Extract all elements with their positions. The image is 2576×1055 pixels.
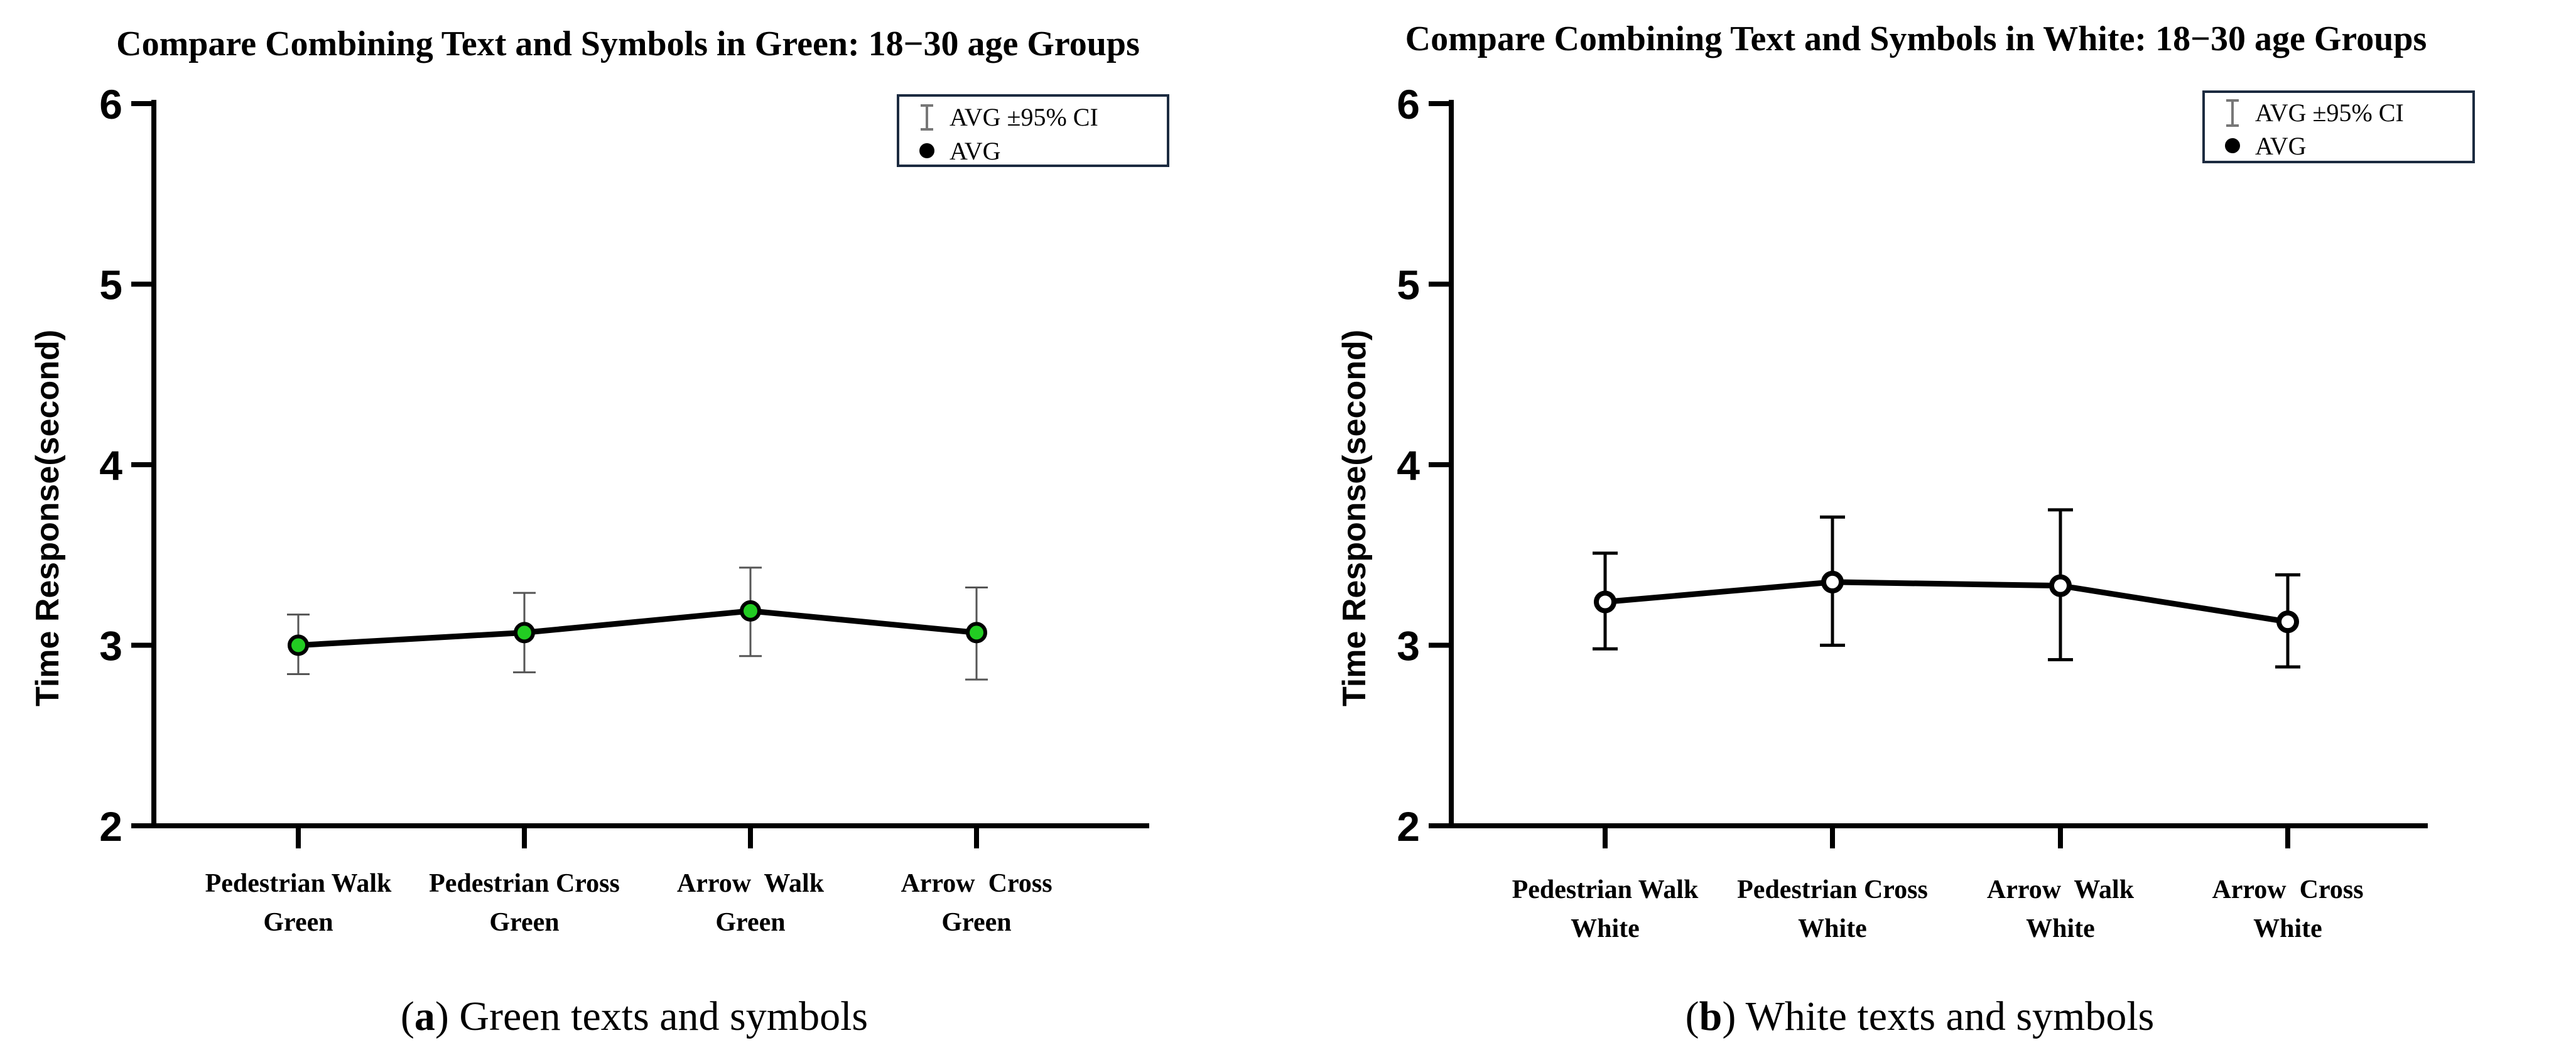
y-axis-label: Time Response(second) <box>1336 330 1373 706</box>
data-point <box>1821 570 1844 593</box>
legend-errorbar-icon <box>2226 99 2239 127</box>
legend-label-ci: AVG ±95% CI <box>950 103 1098 131</box>
data-point <box>966 622 987 644</box>
x-tick-label: White <box>1571 914 1640 943</box>
x-tick-label: Pedestrian Walk <box>205 869 392 898</box>
y-axis-label: Time Response(second) <box>30 330 66 706</box>
x-tick-label: Pedestrian Cross <box>1737 875 1928 904</box>
x-tick-label: Arrow Walk <box>677 869 825 898</box>
figure-caption: (b) White texts and symbols <box>1686 993 2155 1039</box>
x-tick-label: White <box>2026 914 2095 943</box>
x-tick-label: Pedestrian Walk <box>1512 875 1699 904</box>
y-tick-label: 3 <box>99 623 122 669</box>
plot-area: 2 3 4 5 6 Pedestrian Walk White Pedestrian Cros… <box>1397 81 2428 943</box>
legend: AVG ±95% CI AVG <box>897 94 1169 167</box>
chart-panel-white: Compare Combining Text and Symbols in Wh… <box>1288 0 2576 1055</box>
data-point <box>2276 610 2299 634</box>
plot-area: 2 3 4 5 6 Pedestrian Walk Green Pedestrian Cros… <box>99 81 1149 937</box>
white-chart: Compare Combining Text and Symbols in Wh… <box>1336 19 2475 1039</box>
series-line <box>298 608 977 648</box>
x-tick-label: Arrow Walk <box>1987 875 2135 904</box>
legend: AVG ±95% CI AVG <box>2202 90 2475 163</box>
y-tick-label: 3 <box>1397 623 1420 669</box>
series-line <box>1605 579 2288 625</box>
x-tick-label: Arrow Cross <box>2212 875 2363 904</box>
legend-errorbar-icon <box>921 104 933 131</box>
chart-title: Compare Combining Text and Symbols in Wh… <box>1405 19 2427 58</box>
chart-title: Compare Combining Text and Symbols in Gr… <box>116 24 1140 63</box>
caption-text: Green texts and symbols <box>449 993 868 1039</box>
legend-box <box>897 94 1169 167</box>
x-tick-label: Green <box>715 908 785 937</box>
x-tick-label: Green <box>489 908 559 937</box>
y-tick-label: 2 <box>1397 803 1420 850</box>
legend-label-avg: AVG <box>950 137 1001 165</box>
green-chart: Compare Combining Text and Symbols in Gr… <box>30 24 1169 1039</box>
x-tick-label: Green <box>941 908 1011 937</box>
figure-caption: (a) Green texts and symbols <box>401 993 868 1039</box>
caption-text: White texts and symbols <box>1736 993 2154 1039</box>
data-point <box>740 600 761 622</box>
chart-panel-green: Compare Combining Text and Symbols in Gr… <box>30 24 1169 1039</box>
y-tick-label: 4 <box>99 442 122 489</box>
data-point <box>1594 590 1616 614</box>
y-tick-label: 4 <box>1397 442 1420 489</box>
y-tick-label: 5 <box>1397 262 1420 308</box>
y-tick-label: 6 <box>99 81 122 127</box>
y-tick-label: 6 <box>1397 81 1420 127</box>
x-tick-label: White <box>1798 914 1867 943</box>
y-tick-label: 2 <box>99 803 122 850</box>
caption-letter: b <box>1699 993 1723 1039</box>
y-tick-label: 5 <box>99 262 122 308</box>
x-tick-label: Green <box>263 908 333 937</box>
data-point <box>514 622 535 644</box>
legend-dot-icon <box>919 143 934 158</box>
caption-letter: a <box>414 993 435 1039</box>
x-tick-label: White <box>2253 914 2322 943</box>
legend-label-avg: AVG <box>2255 132 2307 160</box>
data-point <box>288 634 309 656</box>
x-tick-label: Pedestrian Cross <box>429 869 620 898</box>
legend-dot-icon <box>2225 138 2240 153</box>
legend-label-ci: AVG ±95% CI <box>2255 99 2404 127</box>
legend-box <box>2202 90 2475 163</box>
x-tick-label: Arrow Cross <box>901 869 1052 898</box>
data-point <box>2049 574 2072 597</box>
